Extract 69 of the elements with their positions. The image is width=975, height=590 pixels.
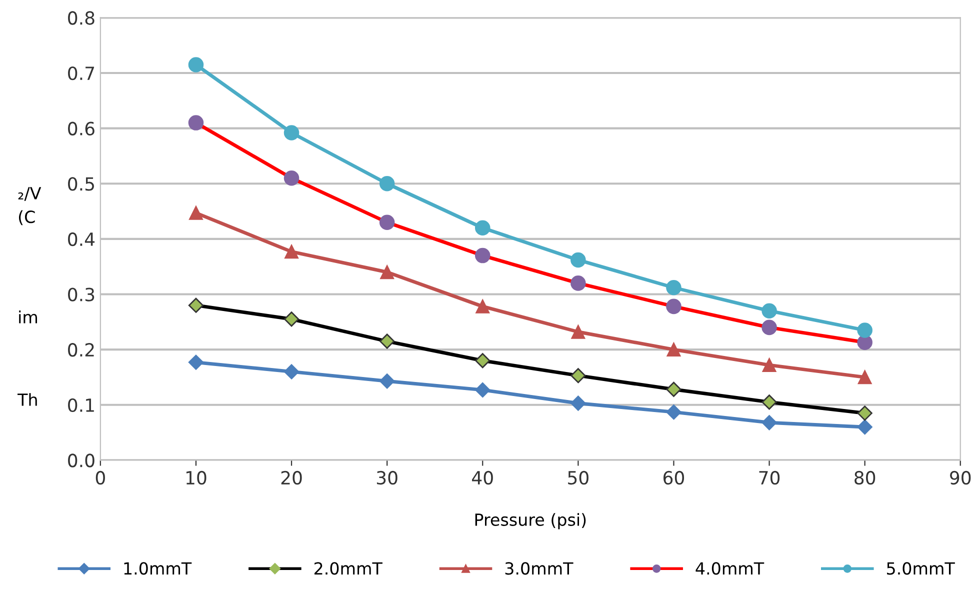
point — [858, 370, 872, 384]
point — [666, 280, 682, 296]
point — [284, 364, 300, 380]
point — [188, 298, 204, 313]
x-axis-title: Pressure (psi) — [475, 513, 586, 530]
legend-label: 3.0mmT — [505, 562, 574, 575]
point — [857, 322, 872, 338]
point — [857, 419, 872, 435]
y-tick-label: 0.5 — [68, 177, 94, 191]
x-tick-label: 40 — [472, 470, 493, 485]
point — [857, 334, 872, 350]
point — [666, 404, 682, 420]
legend-label: 2.0mmT — [314, 562, 382, 575]
point — [762, 358, 776, 372]
y-tick-label: 0.3 — [68, 288, 94, 302]
text: im — [19, 310, 37, 324]
y-tick-label: 0.7 — [68, 66, 94, 80]
y-tick-label: 0.8 — [68, 11, 94, 25]
point — [476, 299, 490, 314]
text: (C — [18, 210, 35, 226]
point — [380, 334, 395, 349]
point — [571, 324, 586, 339]
point — [380, 265, 394, 280]
y-tick-label: 0.0 — [68, 454, 94, 468]
point — [570, 396, 586, 411]
y-tick-label: 0.4 — [68, 232, 95, 246]
legend-label: 4.0mmT — [696, 562, 764, 575]
point — [666, 298, 682, 314]
point — [762, 415, 777, 430]
legend-label: 5.0mmT — [887, 562, 955, 575]
point — [284, 312, 300, 327]
legend-label: 1.0mmT — [124, 562, 192, 575]
x-tick-label: 50 — [568, 470, 588, 485]
point — [762, 320, 777, 336]
x-tick-label: 0 — [96, 470, 105, 485]
y-tick-label: 0.6 — [68, 122, 94, 136]
x-tick-label: 20 — [281, 470, 302, 485]
point — [284, 244, 298, 259]
point — [857, 406, 872, 421]
point — [570, 252, 586, 268]
point — [475, 382, 490, 398]
y-tick-label: 0.2 — [68, 343, 94, 357]
point — [284, 125, 300, 140]
point — [666, 342, 681, 357]
point — [570, 368, 586, 384]
x-tick-label: 10 — [186, 470, 206, 485]
point — [189, 206, 203, 220]
point — [188, 354, 204, 370]
x-tick-label: 70 — [759, 470, 780, 485]
point — [474, 220, 490, 236]
point — [380, 374, 395, 389]
point — [284, 170, 300, 186]
point — [188, 115, 204, 130]
point — [762, 303, 777, 318]
point — [762, 394, 777, 410]
point — [379, 214, 395, 230]
text: Th — [18, 393, 37, 406]
x-tick-label: 60 — [664, 470, 684, 485]
text: ₂/V — [18, 187, 42, 201]
point — [379, 176, 395, 192]
x-tick-label: 80 — [854, 470, 876, 485]
point — [475, 353, 490, 368]
point — [570, 276, 586, 291]
y-tick-label: 0.1 — [68, 398, 94, 412]
x-tick-label: 90 — [950, 470, 971, 485]
x-tick-label: 30 — [376, 470, 398, 485]
point — [474, 248, 490, 264]
point — [188, 57, 204, 72]
point — [666, 382, 682, 397]
